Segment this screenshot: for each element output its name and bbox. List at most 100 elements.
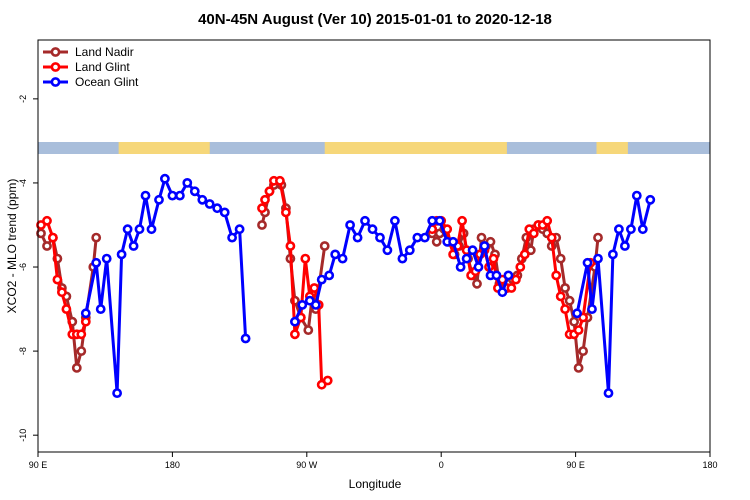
ocean-glint-point-1-11 bbox=[367, 224, 378, 235]
land-glint-point-1-5 bbox=[280, 207, 291, 218]
land-glint-point-2-22 bbox=[528, 228, 539, 239]
land-nadir-point-0-11 bbox=[91, 232, 102, 243]
land-nadir-point-2-30 bbox=[560, 283, 570, 293]
land-glint-point-0-2 bbox=[48, 232, 58, 243]
land-nadir-point-2-10 bbox=[472, 278, 482, 289]
land-nadir-point-2-29 bbox=[555, 253, 566, 264]
ocean-glint-point-0-0 bbox=[80, 308, 91, 319]
ocean-glint-point-1-14 bbox=[389, 215, 400, 226]
land-glint-point-2-27 bbox=[551, 270, 562, 281]
ocean-glint-point-0-21 bbox=[227, 232, 237, 243]
land-glint-point-2-28 bbox=[555, 291, 566, 302]
land-mask-ocean-2 bbox=[506, 142, 597, 154]
ocean-glint-line-2 bbox=[575, 194, 652, 395]
x-tick-label-0: 90 E bbox=[29, 460, 48, 470]
x-axis-label: Longitude bbox=[349, 477, 402, 491]
land-mask-land bbox=[38, 142, 710, 154]
ocean-glint-point-2-8 bbox=[626, 224, 636, 235]
legend-marker-land-glint bbox=[50, 62, 61, 72]
y-tick-label-3: -8 bbox=[18, 347, 28, 355]
land-mask-strip bbox=[38, 142, 710, 154]
ocean-glint-point-1-6 bbox=[330, 249, 341, 260]
ocean-glint-point-0-7 bbox=[128, 241, 139, 251]
ocean-glint-point-2-6 bbox=[614, 224, 624, 235]
y-axis-label: XCO2 - MLO trend (ppm) bbox=[5, 179, 19, 314]
ocean-glint-point-1-31 bbox=[503, 270, 514, 281]
land-glint-point-0-4 bbox=[57, 287, 67, 298]
ocean-glint-point-1-5 bbox=[324, 270, 335, 281]
land-nadir-point-0-8 bbox=[76, 346, 87, 356]
ocean-glint-point-1-4 bbox=[316, 274, 327, 285]
y-tick-label-1: -4 bbox=[18, 179, 28, 187]
ocean-glint-point-0-5 bbox=[116, 249, 127, 260]
ocean-glint-point-1-23 bbox=[455, 262, 466, 272]
ocean-glint-point-0-16 bbox=[189, 186, 200, 197]
land-nadir-point-2-31 bbox=[564, 295, 575, 306]
land-glint-point-0-9 bbox=[80, 316, 91, 327]
ocean-glint-point-1-0 bbox=[289, 316, 300, 327]
legend-marker-ocean-glint bbox=[50, 77, 61, 87]
series-layer bbox=[36, 173, 656, 398]
land-glint-point-2-18 bbox=[511, 274, 521, 285]
chart-title: 40N-45N August (Ver 10) 2015-01-01 to 20… bbox=[198, 11, 552, 28]
land-nadir-point-2-32 bbox=[569, 316, 579, 327]
ocean-glint-point-1-18 bbox=[419, 232, 430, 243]
land-glint-point-1-6 bbox=[285, 241, 296, 251]
ocean-glint-point-0-12 bbox=[159, 173, 170, 184]
ocean-glint-point-0-10 bbox=[146, 224, 157, 235]
land-glint-point-0-1 bbox=[42, 215, 52, 226]
land-glint-point-1-7 bbox=[289, 329, 300, 340]
land-glint-line-0 bbox=[40, 219, 88, 336]
land-glint-point-0-5 bbox=[61, 304, 72, 314]
legend-marker-land-nadir bbox=[50, 47, 61, 57]
ocean-glint-point-1-19 bbox=[427, 215, 438, 226]
ocean-glint-point-0-1 bbox=[91, 257, 102, 268]
land-nadir-point-1-12 bbox=[319, 241, 330, 251]
ocean-glint-point-0-3 bbox=[101, 253, 112, 264]
land-glint-point-2-25 bbox=[542, 215, 553, 226]
ocean-glint-point-0-4 bbox=[112, 388, 122, 398]
ocean-glint-point-0-17 bbox=[197, 194, 208, 205]
ocean-glint-point-0-2 bbox=[95, 304, 106, 314]
ocean-glint-point-1-20 bbox=[434, 215, 445, 226]
land-nadir-point-0-1 bbox=[42, 241, 52, 251]
ocean-glint-point-2-10 bbox=[637, 224, 648, 235]
land-glint-point-1-0 bbox=[257, 203, 267, 214]
land-glint-point-1-1 bbox=[260, 194, 270, 205]
ocean-glint-point-2-0 bbox=[572, 308, 582, 319]
ocean-glint-point-1-13 bbox=[382, 245, 393, 256]
land-mask-ocean-1 bbox=[209, 142, 325, 154]
ocean-glint-point-0-20 bbox=[219, 207, 230, 218]
land-nadir-point-2-11 bbox=[476, 232, 487, 243]
ocean-glint-point-1-26 bbox=[473, 262, 484, 272]
ocean-glint-point-2-2 bbox=[587, 304, 597, 314]
land-glint-point-1-14 bbox=[322, 375, 333, 386]
ocean-glint-point-2-5 bbox=[608, 249, 618, 260]
ocean-glint-point-2-11 bbox=[645, 194, 656, 205]
land-glint-line-1 bbox=[260, 179, 329, 387]
land-glint-point-2-20 bbox=[519, 249, 530, 260]
y-tick-label-2: -6 bbox=[18, 263, 28, 271]
ocean-glint-point-1-10 bbox=[360, 215, 370, 226]
ocean-glint-point-1-27 bbox=[479, 241, 490, 251]
land-glint-point-2-29 bbox=[560, 304, 570, 314]
legend-label-land-nadir: Land Nadir bbox=[75, 45, 134, 59]
land-glint-point-2-13 bbox=[488, 253, 499, 264]
land-nadir-point-2-1 bbox=[431, 236, 442, 247]
land-glint-point-2-17 bbox=[506, 283, 517, 293]
ocean-glint-point-1-24 bbox=[461, 253, 472, 264]
ocean-glint-point-2-9 bbox=[631, 190, 642, 201]
ocean-glint-point-1-22 bbox=[448, 236, 458, 247]
ocean-glint-point-2-1 bbox=[582, 257, 593, 268]
x-tick-label-4: 90 E bbox=[566, 460, 585, 470]
x-tick-label-1: 180 bbox=[165, 460, 180, 470]
x-tick-label-2: 90 W bbox=[296, 460, 318, 470]
axes: 90 E 180 90 W 0 90 E 180 -2 -4 -6 -8 -10 bbox=[18, 95, 718, 470]
x-tick-label-3: 0 bbox=[439, 460, 444, 470]
plot-frame bbox=[37, 39, 711, 453]
ocean-glint-point-1-12 bbox=[375, 232, 385, 243]
land-glint-point-0-3 bbox=[52, 274, 63, 285]
ocean-glint-point-0-9 bbox=[140, 190, 151, 201]
